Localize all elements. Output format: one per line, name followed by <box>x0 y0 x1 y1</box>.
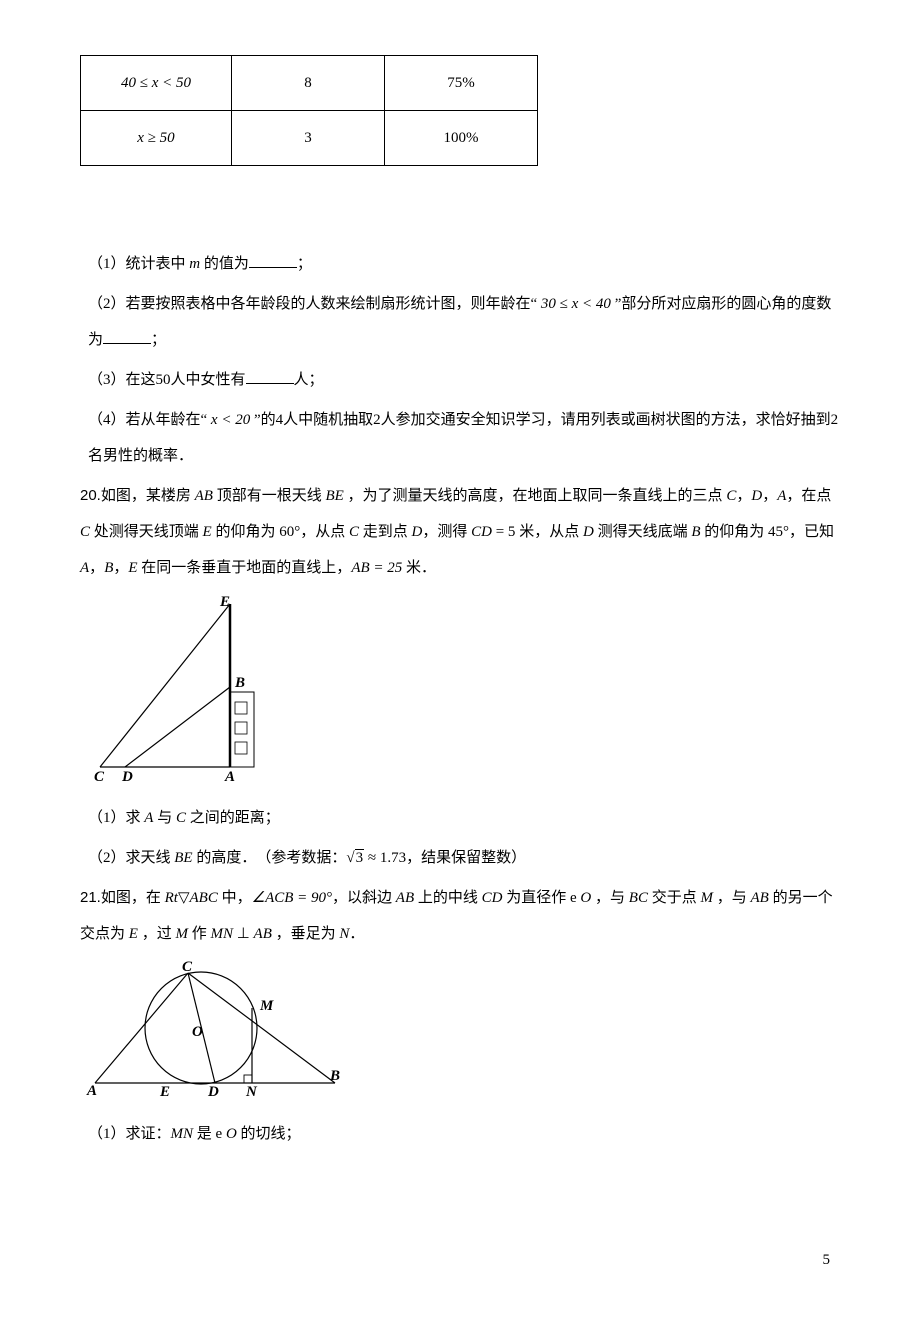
svg-text:M: M <box>259 998 274 1014</box>
cell-range: x ≥ 50 <box>81 111 232 166</box>
svg-text:C: C <box>182 959 193 975</box>
svg-text:N: N <box>245 1084 258 1098</box>
blank <box>103 328 151 344</box>
q20-sub1: （1）求 A 与 C 之间的距离； <box>80 800 840 836</box>
svg-text:E: E <box>159 1084 170 1098</box>
q-sub-3: （3）在这50人中女性有人； <box>80 362 840 398</box>
svg-text:C: C <box>94 769 105 782</box>
q21-figure: C M O A E D N B <box>80 958 840 1112</box>
q20-stem: 20.如图，某楼房 AB 顶部有一根天线 BE ，为了测量天线的高度，在地面上取… <box>80 478 840 586</box>
svg-text:E: E <box>219 594 230 610</box>
svg-text:B: B <box>329 1068 340 1084</box>
table-row: x ≥ 50 3 100% <box>81 111 538 166</box>
svg-text:O: O <box>192 1024 203 1040</box>
q21-stem: 21.如图，在 Rt▽ABC 中，∠ACB = 90°，以斜边 AB 上的中线 … <box>80 880 840 952</box>
blank <box>246 368 294 384</box>
q-sub-4: （4）若从年龄在“ x < 20 ”的4人中随机抽取2人参加交通安全知识学习，请… <box>80 402 840 474</box>
cell-pct: 75% <box>385 56 538 111</box>
page-number: 5 <box>80 1242 840 1278</box>
q-sub-2: （2）若要按照表格中各年龄段的人数来绘制扇形统计图，则年龄在“ 30 ≤ x <… <box>80 286 840 358</box>
blank <box>249 252 297 268</box>
svg-text:D: D <box>207 1084 219 1098</box>
svg-text:B: B <box>234 675 245 691</box>
q-sub-1: （1）统计表中 m 的值为； <box>80 246 840 282</box>
q20-figure: E B C D A <box>80 592 840 796</box>
svg-text:A: A <box>86 1083 97 1098</box>
cell-pct: 100% <box>385 111 538 166</box>
svg-text:D: D <box>121 769 133 782</box>
cell-range: 40 ≤ x < 50 <box>81 56 232 111</box>
q21-sub1: （1）求证：MN 是 e O 的切线； <box>80 1116 840 1152</box>
table-row: 40 ≤ x < 50 8 75% <box>81 56 538 111</box>
age-table: 40 ≤ x < 50 8 75% x ≥ 50 3 100% <box>80 55 538 166</box>
svg-text:A: A <box>224 769 235 782</box>
q20-sub2: （2）求天线 BE 的高度． （参考数据：√3 ≈ 1.73，结果保留整数） <box>80 840 840 876</box>
cell-count: 8 <box>232 56 385 111</box>
cell-count: 3 <box>232 111 385 166</box>
